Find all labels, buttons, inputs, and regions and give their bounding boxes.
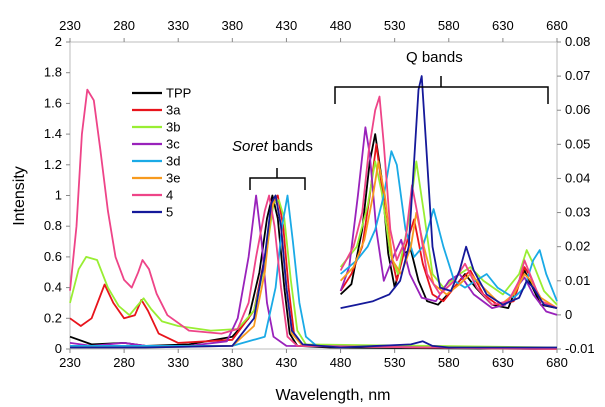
y-axis-title: Intensity [11,166,28,226]
y2-tick-label: 0.07 [565,68,590,83]
x-tick-label: 380 [221,355,243,370]
series-line-5-primary [70,194,557,349]
x-tick-label: 430 [276,355,298,370]
series-line-3b-primary [69,199,558,349]
series-layer [69,75,558,350]
x-tick-label: 680 [546,355,568,370]
y-tick-label: 1.4 [44,126,62,141]
q-bands-label: Q bands [406,49,463,66]
top-x-tick-label: 680 [546,18,568,33]
series-line-4-primary [69,88,558,350]
legend-label-3b: 3b [166,120,180,135]
series-line-3a-primary [69,194,558,350]
soret-bracket [249,168,306,190]
legend-label-3d: 3d [166,154,180,169]
y2-tick-label: -0.01 [565,341,595,356]
series-line-3c-primary [69,194,558,350]
y2-tick-label: 0.01 [565,273,590,288]
top-x-tick-label: 380 [221,18,243,33]
x-tick-label: 280 [113,355,135,370]
top-x-tick-label: 630 [492,18,514,33]
series-line-4-q-band [339,95,558,309]
x-axis-title: Wavelength, nm [275,387,390,404]
x-tick-label: 630 [492,355,514,370]
top-x-tick-label: 430 [276,18,298,33]
x-tick-label: 230 [59,355,81,370]
y-tick-label: 0.8 [44,218,62,233]
y2-tick-label: 0.05 [565,136,590,151]
y2-tick-label: 0.06 [565,102,590,117]
soret-bands-label: Soret bands [232,138,313,155]
y2-tick-label: 0.02 [565,239,590,254]
x-tick-label: 330 [167,355,189,370]
legend-label-TPP: TPP [166,86,191,101]
y-tick-label: 2 [55,34,62,49]
annotations: Soret bands Q bands [232,49,549,190]
series-line-5-q-band [340,75,558,309]
y2-tick-label: 0.03 [565,205,590,220]
q-bracket [334,76,549,104]
legend: TPP 3a 3b 3c 3d 3e 4 5 [132,86,191,220]
axes-layer: 230 280 330 380 430 480 530 580 630 680 230 280 330 3… [44,18,595,370]
legend-label-3a: 3a [166,103,181,118]
y-tick-label: 0.6 [44,249,62,264]
top-x-tick-label: 530 [384,18,406,33]
legend-label-5: 5 [166,205,173,220]
y-tick-label: 1.6 [44,95,62,110]
y2-tick-label: 0.04 [565,170,590,185]
legend-label-4: 4 [166,188,173,203]
top-x-tick-label: 330 [167,18,189,33]
series-line-3d-q-band [340,150,558,302]
series-line-3e-q-band [339,160,558,309]
y-tick-label: 1.2 [44,157,62,172]
legend-label-3e: 3e [166,171,180,186]
x-tick-label: 580 [438,355,460,370]
top-x-tick-label: 280 [113,18,135,33]
top-x-tick-label: 480 [330,18,352,33]
x-tick-label: 480 [330,355,352,370]
top-x-tick-label: 580 [438,18,460,33]
y2-tick-label: 0.08 [565,34,590,49]
y-tick-label: 0.2 [44,310,62,325]
y-tick-label: 1 [55,188,62,203]
y-tick-label: 0 [55,341,62,356]
y-tick-label: 0.4 [44,280,62,295]
legend-label-3c: 3c [166,137,180,152]
x-tick-label: 530 [384,355,406,370]
top-x-tick-label: 230 [59,18,81,33]
y2-tick-label: 0 [565,307,572,322]
y-tick-label: 1.8 [44,65,62,80]
